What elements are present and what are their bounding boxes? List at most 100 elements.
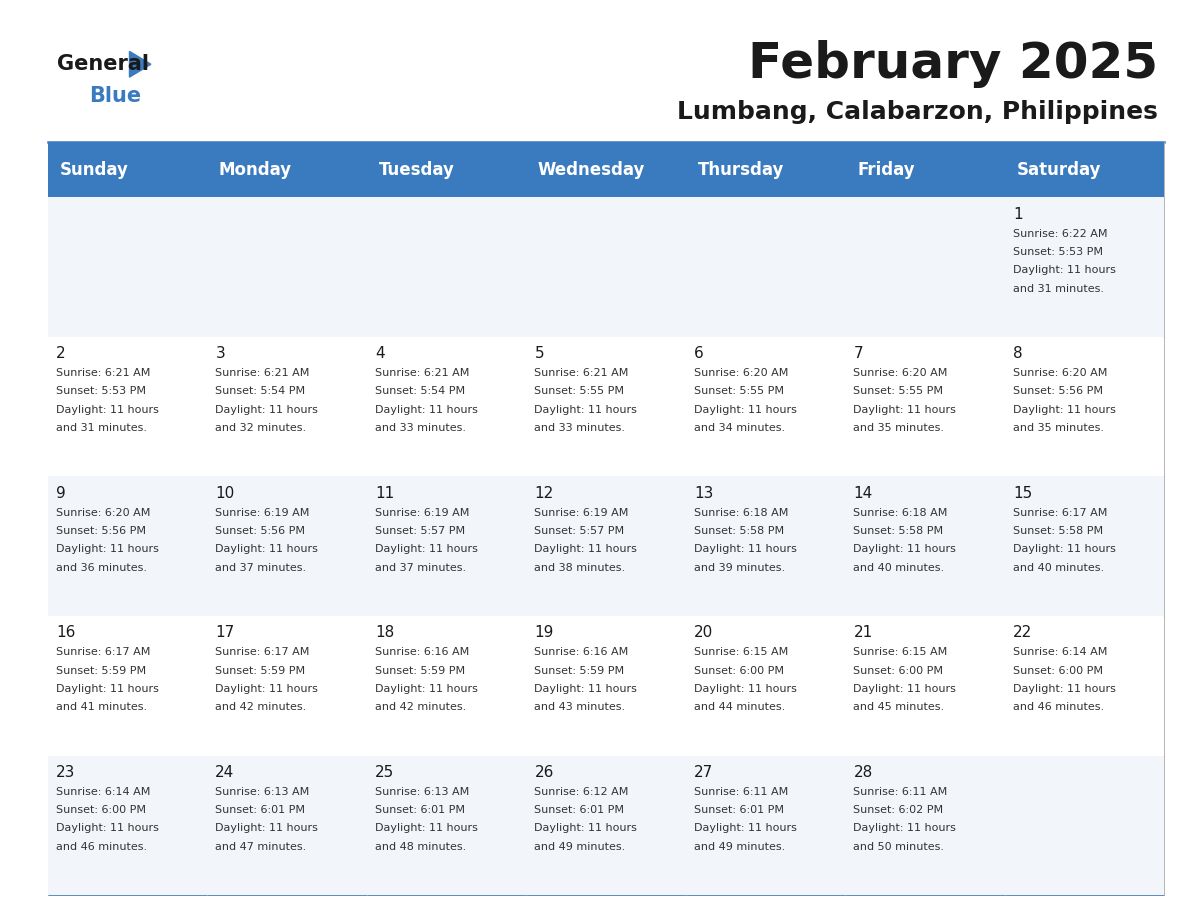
Text: and 40 minutes.: and 40 minutes. (853, 563, 944, 573)
Text: Lumbang, Calabarzon, Philippines: Lumbang, Calabarzon, Philippines (677, 100, 1158, 124)
Text: 28: 28 (853, 765, 873, 779)
Text: Daylight: 11 hours: Daylight: 11 hours (56, 544, 159, 554)
Text: Sunset: 6:00 PM: Sunset: 6:00 PM (1013, 666, 1102, 676)
Text: Wednesday: Wednesday (538, 161, 645, 179)
Text: Sunrise: 6:18 AM: Sunrise: 6:18 AM (853, 508, 948, 518)
Text: Sunset: 5:55 PM: Sunset: 5:55 PM (535, 386, 625, 397)
Text: 14: 14 (853, 486, 873, 500)
Text: Daylight: 11 hours: Daylight: 11 hours (535, 544, 637, 554)
Text: 22: 22 (1013, 625, 1032, 640)
Text: 6: 6 (694, 346, 703, 361)
Text: Sunrise: 6:15 AM: Sunrise: 6:15 AM (853, 647, 948, 657)
Text: 20: 20 (694, 625, 713, 640)
Text: Sunrise: 6:11 AM: Sunrise: 6:11 AM (853, 787, 948, 797)
Text: 2: 2 (56, 346, 65, 361)
Text: Daylight: 11 hours: Daylight: 11 hours (375, 684, 478, 694)
Text: 5: 5 (535, 346, 544, 361)
Text: Sunset: 6:00 PM: Sunset: 6:00 PM (694, 666, 784, 676)
Text: Sunrise: 6:21 AM: Sunrise: 6:21 AM (56, 368, 150, 378)
Text: 8: 8 (1013, 346, 1023, 361)
Text: Daylight: 11 hours: Daylight: 11 hours (694, 405, 797, 415)
Text: and 50 minutes.: and 50 minutes. (853, 842, 944, 852)
Text: and 33 minutes.: and 33 minutes. (535, 423, 625, 433)
Text: February 2025: February 2025 (748, 40, 1158, 88)
Text: Tuesday: Tuesday (379, 161, 454, 179)
Text: Thursday: Thursday (697, 161, 784, 179)
Text: and 41 minutes.: and 41 minutes. (56, 702, 147, 712)
Text: Daylight: 11 hours: Daylight: 11 hours (1013, 684, 1116, 694)
Text: 24: 24 (215, 765, 234, 779)
Text: and 46 minutes.: and 46 minutes. (1013, 702, 1104, 712)
Text: and 34 minutes.: and 34 minutes. (694, 423, 785, 433)
Text: Daylight: 11 hours: Daylight: 11 hours (215, 544, 318, 554)
Text: 7: 7 (853, 346, 864, 361)
Text: Saturday: Saturday (1017, 161, 1101, 179)
Text: and 35 minutes.: and 35 minutes. (1013, 423, 1104, 433)
Text: Sunset: 6:00 PM: Sunset: 6:00 PM (56, 805, 146, 815)
Text: and 31 minutes.: and 31 minutes. (1013, 284, 1104, 294)
Text: and 49 minutes.: and 49 minutes. (535, 842, 626, 852)
Text: 19: 19 (535, 625, 554, 640)
Text: 18: 18 (375, 625, 394, 640)
Text: 1: 1 (1013, 207, 1023, 221)
Text: Sunset: 5:56 PM: Sunset: 5:56 PM (215, 526, 305, 536)
Text: and 32 minutes.: and 32 minutes. (215, 423, 307, 433)
Text: Sunset: 5:59 PM: Sunset: 5:59 PM (375, 666, 465, 676)
Text: Sunset: 6:01 PM: Sunset: 6:01 PM (375, 805, 465, 815)
Text: and 40 minutes.: and 40 minutes. (1013, 563, 1104, 573)
Text: Sunrise: 6:17 AM: Sunrise: 6:17 AM (1013, 508, 1107, 518)
Text: Sunset: 5:53 PM: Sunset: 5:53 PM (1013, 247, 1102, 257)
Text: Daylight: 11 hours: Daylight: 11 hours (56, 405, 159, 415)
Text: Sunset: 5:56 PM: Sunset: 5:56 PM (56, 526, 146, 536)
Text: Sunrise: 6:17 AM: Sunrise: 6:17 AM (56, 647, 150, 657)
Text: Sunrise: 6:19 AM: Sunrise: 6:19 AM (375, 508, 469, 518)
Text: Sunrise: 6:21 AM: Sunrise: 6:21 AM (535, 368, 628, 378)
Text: Daylight: 11 hours: Daylight: 11 hours (56, 823, 159, 834)
Text: Daylight: 11 hours: Daylight: 11 hours (1013, 405, 1116, 415)
Text: Sunset: 5:59 PM: Sunset: 5:59 PM (535, 666, 625, 676)
Text: and 36 minutes.: and 36 minutes. (56, 563, 147, 573)
Text: Sunrise: 6:13 AM: Sunrise: 6:13 AM (375, 787, 469, 797)
Text: Sunset: 6:01 PM: Sunset: 6:01 PM (535, 805, 625, 815)
Text: Daylight: 11 hours: Daylight: 11 hours (853, 823, 956, 834)
Text: Friday: Friday (857, 161, 915, 179)
Text: Sunrise: 6:19 AM: Sunrise: 6:19 AM (535, 508, 628, 518)
Text: and 37 minutes.: and 37 minutes. (375, 563, 466, 573)
Text: 15: 15 (1013, 486, 1032, 500)
Text: 4: 4 (375, 346, 385, 361)
Text: 3: 3 (215, 346, 225, 361)
Text: 11: 11 (375, 486, 394, 500)
Text: Daylight: 11 hours: Daylight: 11 hours (215, 684, 318, 694)
Text: Sunset: 5:57 PM: Sunset: 5:57 PM (535, 526, 625, 536)
Text: Daylight: 11 hours: Daylight: 11 hours (853, 684, 956, 694)
Text: Sunset: 6:01 PM: Sunset: 6:01 PM (215, 805, 305, 815)
Text: Sunset: 5:59 PM: Sunset: 5:59 PM (215, 666, 305, 676)
Text: Sunrise: 6:18 AM: Sunrise: 6:18 AM (694, 508, 789, 518)
Text: 13: 13 (694, 486, 713, 500)
Text: Sunset: 5:54 PM: Sunset: 5:54 PM (215, 386, 305, 397)
Text: Sunset: 5:55 PM: Sunset: 5:55 PM (853, 386, 943, 397)
Text: 25: 25 (375, 765, 394, 779)
Text: Sunrise: 6:15 AM: Sunrise: 6:15 AM (694, 647, 788, 657)
Text: and 35 minutes.: and 35 minutes. (853, 423, 944, 433)
Text: Sunrise: 6:14 AM: Sunrise: 6:14 AM (56, 787, 150, 797)
Text: Sunset: 5:56 PM: Sunset: 5:56 PM (1013, 386, 1102, 397)
Text: Daylight: 11 hours: Daylight: 11 hours (535, 684, 637, 694)
Text: and 47 minutes.: and 47 minutes. (215, 842, 307, 852)
Text: and 38 minutes.: and 38 minutes. (535, 563, 626, 573)
Text: 10: 10 (215, 486, 234, 500)
Text: and 39 minutes.: and 39 minutes. (694, 563, 785, 573)
Text: Sunrise: 6:16 AM: Sunrise: 6:16 AM (375, 647, 469, 657)
Text: Daylight: 11 hours: Daylight: 11 hours (375, 823, 478, 834)
Text: Daylight: 11 hours: Daylight: 11 hours (694, 823, 797, 834)
Text: and 44 minutes.: and 44 minutes. (694, 702, 785, 712)
Text: 23: 23 (56, 765, 75, 779)
Text: Sunrise: 6:20 AM: Sunrise: 6:20 AM (1013, 368, 1107, 378)
Text: 9: 9 (56, 486, 65, 500)
Text: Sunset: 5:59 PM: Sunset: 5:59 PM (56, 666, 146, 676)
Text: General: General (57, 54, 148, 74)
Text: Sunrise: 6:22 AM: Sunrise: 6:22 AM (1013, 229, 1107, 239)
Text: and 48 minutes.: and 48 minutes. (375, 842, 466, 852)
Text: Daylight: 11 hours: Daylight: 11 hours (215, 823, 318, 834)
Text: Daylight: 11 hours: Daylight: 11 hours (375, 405, 478, 415)
